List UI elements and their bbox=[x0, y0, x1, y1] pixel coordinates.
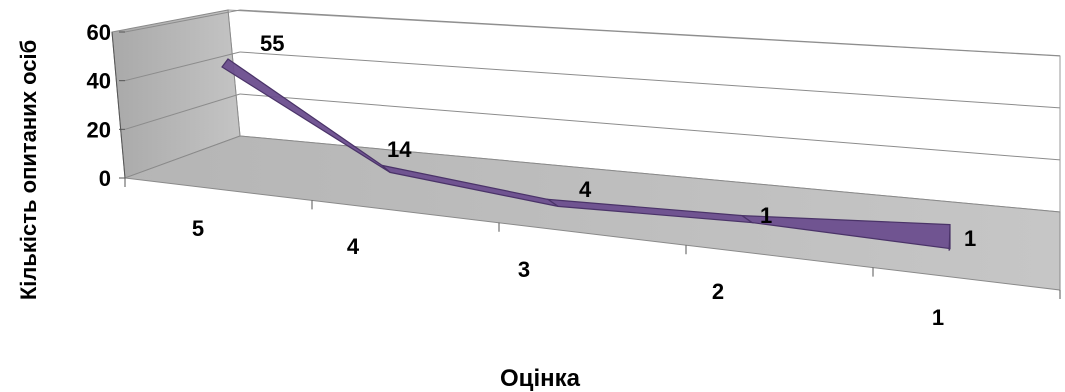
gridline-side bbox=[124, 51, 241, 82]
data-labels: 55 14 4 1 1 bbox=[260, 31, 976, 251]
data-label: 55 bbox=[260, 31, 284, 56]
gridline-back bbox=[239, 9, 1061, 57]
x-tick-label: 5 bbox=[192, 216, 204, 241]
y-tick-label: 40 bbox=[87, 69, 111, 94]
ribbon-segment bbox=[221, 58, 391, 173]
data-label: 1 bbox=[964, 226, 976, 251]
data-label: 1 bbox=[760, 203, 772, 228]
gridlines bbox=[124, 9, 1061, 161]
x-tick-label: 2 bbox=[712, 279, 724, 304]
x-axis: 5 4 3 2 1 bbox=[124, 178, 1061, 330]
y-tick-label: 60 bbox=[87, 20, 111, 45]
gridline-side bbox=[124, 9, 241, 33]
x-axis-title: Оцінка bbox=[500, 365, 581, 392]
x-tick-label: 4 bbox=[347, 234, 360, 259]
gridline-side bbox=[124, 93, 241, 130]
y-axis-title: Кількість опитаних осіб bbox=[16, 40, 41, 300]
gridline-back bbox=[239, 51, 1061, 109]
floor bbox=[124, 135, 1061, 291]
series-ribbon bbox=[221, 58, 951, 251]
x-tick-label: 1 bbox=[932, 305, 944, 330]
y-tick-label: 0 bbox=[99, 166, 111, 191]
data-label: 14 bbox=[387, 137, 412, 162]
data-label: 4 bbox=[579, 177, 592, 202]
y-axis: 0 20 40 60 bbox=[87, 20, 126, 191]
y-axis-line bbox=[111, 31, 126, 179]
x-tick-label: 3 bbox=[518, 257, 530, 282]
y-tick-label: 20 bbox=[87, 117, 111, 142]
gridline-back bbox=[239, 93, 1061, 161]
ribbon-end-cap bbox=[948, 224, 951, 251]
